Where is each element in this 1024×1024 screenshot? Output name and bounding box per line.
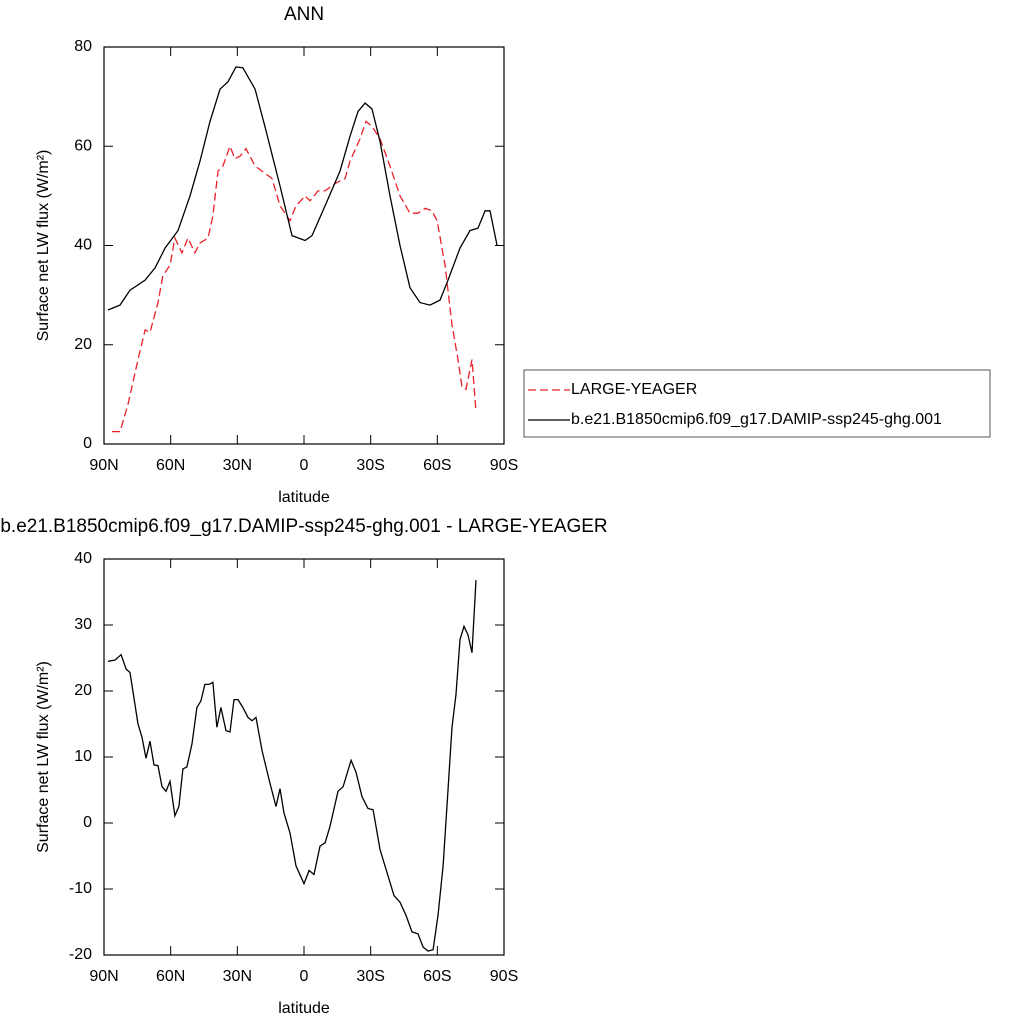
- chart-title: ANN: [284, 4, 324, 25]
- y-tick-label: 20: [74, 682, 92, 699]
- data-line: [107, 66, 498, 311]
- plot-frame: [103, 558, 505, 956]
- y-tick-label: 0: [83, 435, 92, 452]
- x-tick-label: 30N: [223, 457, 252, 474]
- x-tick-label: 60S: [423, 457, 451, 474]
- x-tick-label: 0: [300, 968, 309, 985]
- legend-box: [523, 369, 991, 438]
- y-axis-label: Surface net LW flux (W/m²): [35, 150, 52, 342]
- data-line: [107, 580, 477, 952]
- x-tick-label: 90N: [89, 457, 118, 474]
- y-tick-label: 30: [74, 616, 92, 633]
- x-tick-label: 90S: [490, 968, 518, 985]
- y-tick-label: 20: [74, 336, 92, 353]
- x-tick-label: 30N: [223, 968, 252, 985]
- legend-label: LARGE-YEAGER: [571, 381, 697, 398]
- data-line: [112, 120, 477, 433]
- x-tick-label: 60N: [156, 457, 185, 474]
- legend-label: b.e21.B1850cmip6.f09_g17.DAMIP-ssp245-gh…: [571, 411, 942, 428]
- x-tick-label: 90S: [490, 457, 518, 474]
- y-tick-label: 80: [74, 38, 92, 55]
- y-tick-label: 40: [74, 237, 92, 254]
- x-tick-label: 30S: [356, 968, 384, 985]
- y-tick-label: -10: [69, 880, 92, 897]
- x-axis-label: latitude: [278, 489, 330, 506]
- x-axis-label: latitude: [278, 1000, 330, 1017]
- x-tick-label: 60S: [423, 968, 451, 985]
- x-tick-label: 90N: [89, 968, 118, 985]
- x-tick-label: 60N: [156, 968, 185, 985]
- y-tick-label: 0: [83, 814, 92, 831]
- x-tick-label: 0: [300, 457, 309, 474]
- plot-frame: [103, 46, 505, 445]
- chart-title: b.e21.B1850cmip6.f09_g17.DAMIP-ssp245-gh…: [0, 516, 607, 537]
- x-tick-label: 30S: [356, 457, 384, 474]
- y-tick-label: 10: [74, 748, 92, 765]
- y-tick-label: -20: [69, 946, 92, 963]
- y-tick-label: 40: [74, 550, 92, 567]
- y-tick-label: 60: [74, 137, 92, 154]
- y-axis-label: Surface net LW flux (W/m²): [35, 661, 52, 853]
